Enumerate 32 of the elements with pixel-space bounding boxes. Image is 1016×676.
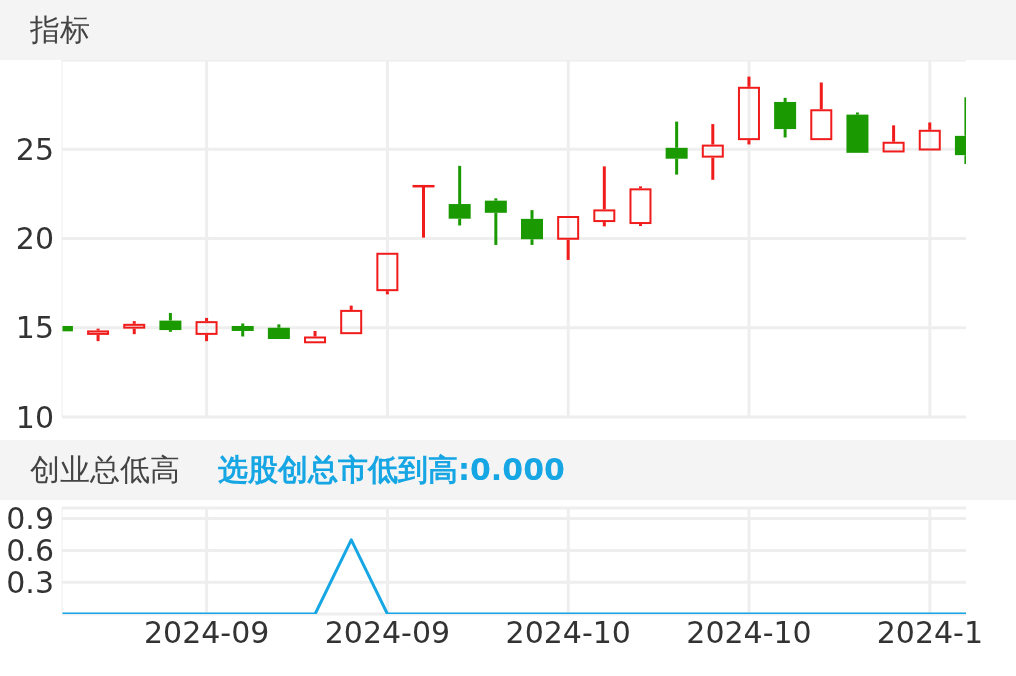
candlestick (267, 324, 290, 339)
candlestick (774, 96, 797, 138)
y-tick-label: 20 (15, 221, 54, 257)
candlestick (810, 82, 833, 141)
candlestick (593, 166, 616, 227)
x-tick-label: 2024-09 (143, 615, 270, 651)
candlestick (629, 186, 652, 227)
candlestick (882, 125, 905, 153)
chart-title: 指标 (30, 10, 90, 49)
candlestick (701, 124, 724, 180)
candlestick (918, 122, 941, 151)
candlestick (557, 216, 580, 260)
candlestick (159, 311, 182, 332)
candlestick (448, 164, 471, 226)
x-tick-label: 2024-10 (505, 615, 631, 651)
candlestick (484, 198, 507, 245)
text: 选股创总市低到高:0.000 (218, 450, 565, 489)
x-tick-label: 2024-10 (686, 615, 812, 651)
candlestick (521, 210, 543, 245)
candlestick (737, 76, 760, 145)
y-tick-label: 15 (15, 310, 54, 346)
candlestick (340, 305, 363, 335)
x-tick-label: 2024-1 (876, 615, 983, 651)
x-tick-label: 2024-09 (324, 615, 451, 651)
candlestick (195, 316, 218, 343)
y-tick-label: 25 (15, 131, 54, 167)
y-tick-label: 10 (15, 399, 54, 435)
candlestick (665, 121, 688, 175)
chart-title: 创业总低高 (30, 450, 180, 489)
candlestick (846, 112, 869, 153)
candlestick (376, 252, 399, 295)
candlestick (412, 183, 435, 238)
